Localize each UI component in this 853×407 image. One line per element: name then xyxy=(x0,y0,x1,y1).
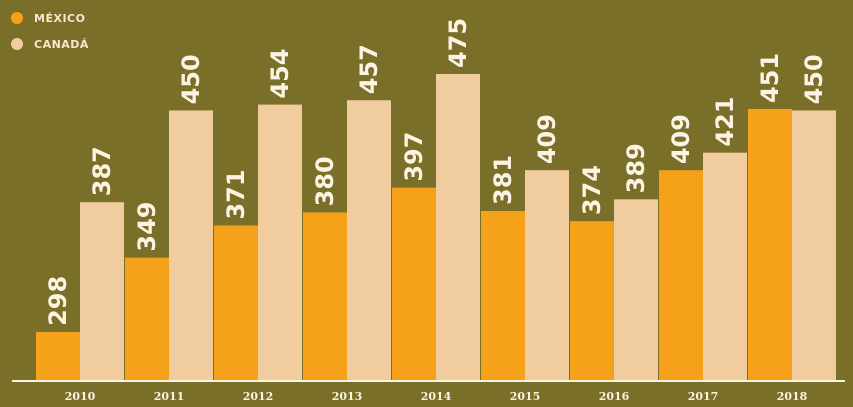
value-label-mexico-2018: 451 xyxy=(756,53,784,103)
value-label-mexico-2012: 371 xyxy=(222,169,250,219)
bar-mexico-2012 xyxy=(214,225,258,380)
value-label-canada-2016: 389 xyxy=(622,143,650,193)
x-tick-label-2016: 2016 xyxy=(599,390,630,403)
bar-mexico-2010 xyxy=(36,331,80,380)
bar-mexico-2015 xyxy=(481,210,525,380)
value-label-mexico-2017: 409 xyxy=(667,114,695,164)
x-tick-label-2015: 2015 xyxy=(510,390,541,403)
bar-mexico-2016 xyxy=(570,221,614,380)
x-tick-label-2017: 2017 xyxy=(688,390,719,403)
legend: MÉXICO CANADÁ xyxy=(11,12,89,51)
bar-mexico-2013 xyxy=(303,212,347,380)
value-label-mexico-2014: 397 xyxy=(400,132,428,182)
legend-label-0: MÉXICO xyxy=(34,12,85,25)
bar-canada-2013 xyxy=(347,100,391,380)
value-label-canada-2013: 457 xyxy=(355,44,383,94)
value-label-mexico-2016: 374 xyxy=(578,165,606,215)
bar-mexico-2011 xyxy=(125,257,169,380)
x-tick-label-2011: 2011 xyxy=(154,390,185,403)
x-tick-labels: 2010 2011 2012 2013 2014 2015 2016 2017 2018 xyxy=(65,390,808,403)
bar-canada-2014 xyxy=(436,74,480,380)
value-label-canada-2010: 387 xyxy=(88,146,116,196)
bar-canada-2010 xyxy=(80,202,124,380)
bar-canada-2018 xyxy=(792,110,836,380)
x-tick-label-2010: 2010 xyxy=(65,390,96,403)
x-tick-label-2013: 2013 xyxy=(332,390,363,403)
value-label-canada-2012: 454 xyxy=(266,48,294,98)
value-label-mexico-2011: 349 xyxy=(133,201,161,251)
bar-mexico-2014 xyxy=(392,187,436,380)
bar-canada-2012 xyxy=(258,104,302,380)
legend-swatch-1 xyxy=(11,38,23,50)
x-tick-label-2018: 2018 xyxy=(777,390,808,403)
bar-canada-2016 xyxy=(614,199,658,380)
value-label-canada-2011: 450 xyxy=(177,54,205,104)
x-tick-label-2014: 2014 xyxy=(421,390,452,403)
bar-mexico-2018 xyxy=(748,108,792,380)
value-label-mexico-2010: 298 xyxy=(44,276,72,326)
value-label-mexico-2015: 381 xyxy=(489,155,517,205)
bar-series-group: 298 387 349 450 371 454 380 457 397 475 381 409 374 3… xyxy=(36,18,836,380)
bar-mexico-2017 xyxy=(659,170,703,380)
bar-canada-2011 xyxy=(169,110,213,380)
value-label-canada-2015: 409 xyxy=(533,114,561,164)
value-label-canada-2014: 475 xyxy=(444,18,472,68)
value-label-canada-2017: 421 xyxy=(711,97,739,147)
x-tick-label-2012: 2012 xyxy=(243,390,274,403)
legend-label-1: CANADÁ xyxy=(34,38,89,51)
legend-swatch-0 xyxy=(11,12,23,24)
bar-canada-2015 xyxy=(525,170,569,380)
value-label-canada-2018: 450 xyxy=(800,54,828,104)
value-label-mexico-2013: 380 xyxy=(311,156,339,206)
bar-canada-2017 xyxy=(703,152,747,380)
